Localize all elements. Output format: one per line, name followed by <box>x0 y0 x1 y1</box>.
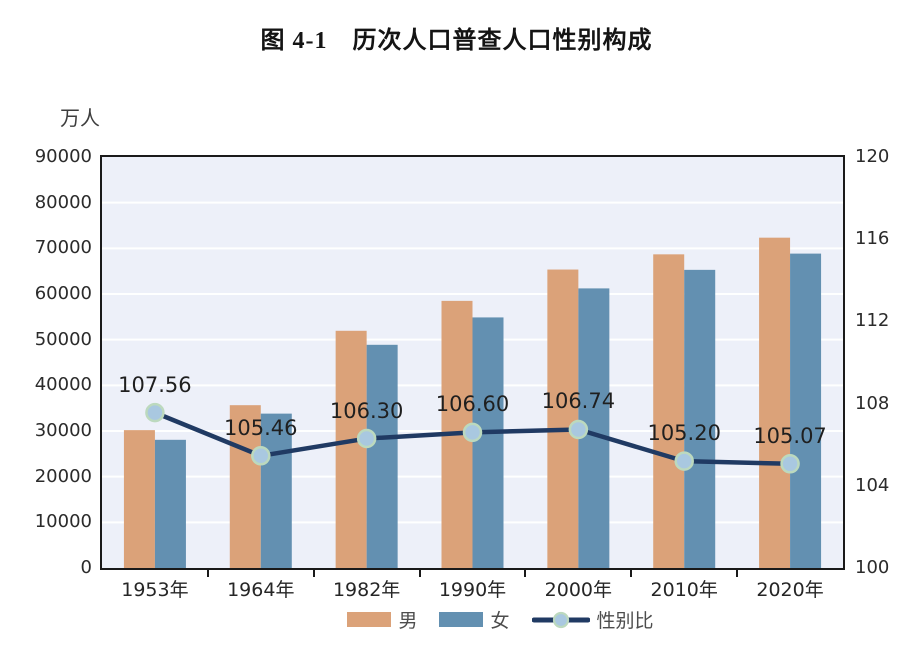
bar-female-1953年 <box>154 439 186 568</box>
ratio-marker-1990年 <box>462 422 483 443</box>
x-axis-label-2010年: 2010年 <box>650 579 718 601</box>
bar-male-1953年 <box>123 430 155 568</box>
bar-female-1990年 <box>472 317 504 568</box>
ratio-value-label-2000年: 106.74 <box>541 389 616 414</box>
bar-male-1982年 <box>335 330 367 568</box>
legend-item-ratio: 性别比 <box>531 606 654 633</box>
bar-male-1964年 <box>229 405 261 568</box>
legend-ratio-label: 性别比 <box>596 610 654 632</box>
x-axis-label-1953年: 1953年 <box>121 579 189 601</box>
ratio-marker-2020年 <box>780 454 800 474</box>
left-axis-tick-70000: 70000 <box>34 237 92 259</box>
left-axis-tick-30000: 30000 <box>34 420 92 441</box>
right-axis-tick-100: 100 <box>855 557 890 578</box>
bar-male-2010年 <box>653 254 685 568</box>
right-axis-tick-104: 104 <box>855 474 890 496</box>
x-axis-tick-mark <box>206 570 209 577</box>
ratio-marker-1982年 <box>356 428 377 449</box>
chart-title: 图 4-1 历次人口普查人口性别构成 <box>260 28 653 54</box>
x-axis-label-1990年: 1990年 <box>438 579 507 601</box>
left-axis-tick-80000: 80000 <box>34 191 92 213</box>
x-axis-tick-mark <box>736 570 739 577</box>
ratio-value-label-1964年: 105.46 <box>224 415 298 440</box>
left-axis-tick-20000: 20000 <box>34 465 92 487</box>
bar-male-2000年 <box>547 269 579 568</box>
ratio-marker-1953年 <box>145 402 165 423</box>
ratio-value-label-1982年: 106.30 <box>329 398 404 423</box>
right-axis-tick-120: 120 <box>855 146 890 167</box>
legend-female-label: 女 <box>490 610 510 632</box>
x-axis-tick-mark <box>312 570 315 577</box>
legend-item-male: 男 <box>347 606 417 633</box>
legend-female-swatch <box>439 612 484 627</box>
x-axis-label-2000年: 2000年 <box>544 579 613 601</box>
legend: 男 女 性别比 <box>44 606 913 633</box>
bar-female-2010年 <box>684 269 716 568</box>
x-axis-label-1964年: 1964年 <box>227 579 295 601</box>
legend-ratio-line-icon <box>531 611 590 628</box>
bar-female-1964年 <box>260 413 292 568</box>
x-axis-tick-mark <box>418 570 421 577</box>
right-axis-tick-108: 108 <box>855 392 890 414</box>
ratio-marker-2010年 <box>674 451 694 471</box>
legend-item-female: 女 <box>439 606 510 633</box>
bar-female-1982年 <box>366 344 398 568</box>
ratio-marker-2000年 <box>568 419 589 440</box>
x-axis-label-1982年: 1982年 <box>332 579 401 601</box>
ratio-marker-1964年 <box>251 446 271 466</box>
plot-area <box>100 155 845 570</box>
ratio-value-label-1990年: 106.60 <box>435 392 510 417</box>
left-axis-tick-60000: 60000 <box>34 283 92 304</box>
ratio-value-label-2010年: 105.20 <box>647 421 721 446</box>
legend-male-label: 男 <box>398 610 418 632</box>
left-axis-tick-0: 0 <box>80 557 92 578</box>
x-axis-tick-mark <box>524 570 527 577</box>
chart-canvas <box>102 201 843 568</box>
x-axis-tick-mark <box>630 570 633 577</box>
right-axis-tick-116: 116 <box>855 228 890 250</box>
left-axis-tick-50000: 50000 <box>34 328 92 350</box>
legend-male-swatch <box>347 612 392 627</box>
x-axis-label-2020年: 2020年 <box>756 579 824 601</box>
left-axis-tick-10000: 10000 <box>34 511 92 533</box>
bar-male-2020年 <box>759 237 791 568</box>
bar-female-2020年 <box>790 253 822 568</box>
left-axis-tick-40000: 40000 <box>34 374 92 396</box>
ratio-value-label-2020年: 105.07 <box>753 423 827 448</box>
ratio-value-label-1953年: 107.56 <box>118 372 192 397</box>
left-axis-tick-90000: 90000 <box>34 146 92 167</box>
left-axis-unit-label: 万人 <box>60 106 100 130</box>
right-axis-tick-112: 112 <box>855 310 890 332</box>
